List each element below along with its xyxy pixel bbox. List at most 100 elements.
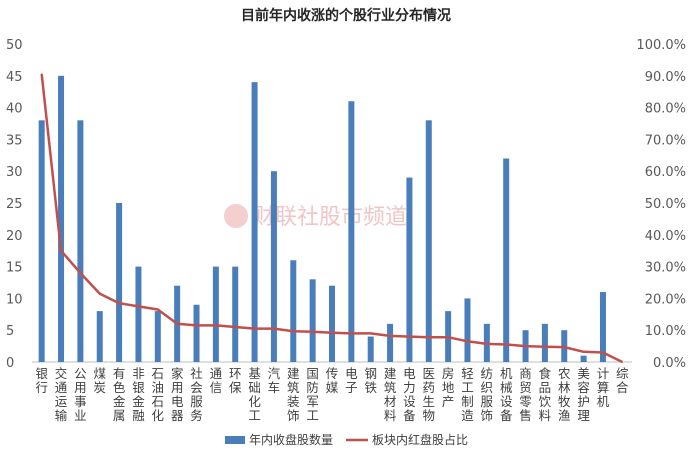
line-point-24 (486, 343, 488, 345)
category-label: 基础化工 (248, 366, 261, 423)
bar-20 (406, 177, 413, 362)
category-label: 煤炭 (93, 366, 106, 395)
legend-label-bar: 年内收盘股数量 (249, 432, 333, 447)
line-point-21 (427, 336, 430, 338)
category-label: 钢铁 (364, 366, 377, 395)
bar-10 (212, 266, 219, 362)
bar-6 (135, 266, 142, 362)
line-point-6 (137, 305, 140, 308)
category-label: 美容护理 (577, 366, 590, 423)
category-label: 家用电器 (171, 366, 184, 423)
line-point-3 (79, 272, 82, 274)
bar-29 (580, 355, 587, 362)
category-label: 汽车 (268, 366, 281, 395)
right-axis-tick-label: 0.0% (653, 356, 686, 371)
bar-14 (290, 260, 297, 362)
category-label: 电力设备 (403, 366, 416, 423)
category-label: 环保 (229, 366, 242, 395)
bar-16 (329, 285, 335, 362)
left-axis-tick-label: 50 (6, 38, 23, 53)
line-point-28 (563, 346, 566, 348)
line-point-7 (157, 308, 159, 311)
left-axis-tick-label: 35 (6, 133, 23, 148)
watermark: 财联社股市频道 (224, 204, 407, 230)
category-label: 传媒 (326, 366, 339, 395)
category-label: 纺织服饰 (481, 366, 494, 423)
right-axis-tick-label: 30.0% (645, 261, 686, 276)
bar-25 (503, 158, 510, 362)
line-point-23 (466, 340, 469, 343)
line-point-11 (234, 326, 237, 328)
left-axis-tick-label: 20 (6, 229, 23, 244)
bar-19 (387, 323, 394, 362)
left-axis-tick-label: 0 (6, 356, 14, 371)
bar-1 (38, 120, 45, 362)
line-point-30 (602, 351, 604, 354)
category-label: 建筑材料 (384, 366, 397, 423)
bar-5 (116, 203, 123, 362)
line-point-4 (98, 292, 101, 295)
right-axis-tick-label: 50.0% (645, 197, 686, 212)
line-point-14 (292, 330, 295, 332)
line-series (40, 73, 624, 364)
line-point-9 (195, 324, 198, 327)
left-axis-tick-label: 45 (6, 70, 23, 85)
category-label: 银行 (35, 366, 48, 395)
category-label: 公用事业 (74, 366, 87, 423)
category-label: 计算机 (597, 366, 610, 409)
right-axis-tick-label: 10.0% (645, 324, 686, 339)
category-label: 通信 (210, 366, 223, 395)
line-point-13 (273, 327, 275, 330)
line-point-16 (331, 331, 333, 334)
category-label: 有色金属 (113, 366, 126, 423)
category-label: 国防军工 (306, 366, 319, 423)
right-axis-tick-label: 60.0% (645, 165, 686, 180)
category-label: 石油石化 (152, 366, 165, 423)
category-label: 社会服务 (190, 366, 203, 423)
category-labels: 银行交通运输公用事业煤炭有色金属非银金融石油石化家用电器社会服务通信环保基础化工… (35, 366, 629, 423)
bar-7 (154, 311, 161, 362)
line-point-25 (505, 343, 507, 346)
legend-label-line: 板块内红盘股占比 (372, 432, 468, 447)
chart-title: 目前年内收涨的个股行业分布情况 (241, 7, 451, 24)
line-point-15 (311, 330, 314, 333)
line-point-10 (215, 324, 217, 327)
right-axis-tick-label: 80.0% (645, 102, 686, 117)
category-label: 农林牧渔 (558, 366, 571, 423)
left-axis-tick-label: 25 (6, 197, 23, 212)
watermark-logo-icon (224, 204, 248, 228)
bar-2 (58, 75, 65, 363)
line-point-18 (369, 332, 372, 335)
left-axis-tick-label: 5 (6, 324, 14, 339)
right-axis-tick-label: 40.0% (645, 229, 686, 244)
bar-17 (348, 101, 355, 363)
bar-27 (541, 323, 548, 362)
category-label: 食品饮料 (539, 366, 552, 423)
bar-18 (367, 336, 374, 362)
line-point-12 (253, 327, 256, 330)
legend: 年内收盘股数量 板块内红盘股占比 (225, 432, 468, 447)
line-point-1 (40, 73, 43, 76)
left-axis-tick-label: 15 (6, 261, 23, 276)
category-label: 建筑装饰 (287, 366, 300, 423)
right-axis-tick-label: 20.0% (645, 292, 686, 307)
line-point-19 (389, 335, 391, 337)
line-point-20 (408, 335, 411, 338)
line-point-26 (524, 345, 527, 347)
right-y-axis: 0.0% 10.0% 20.0% 30.0% 40.0% 50.0% 60.0% 70.0% 8… (636, 38, 686, 371)
bar-12 (251, 82, 258, 362)
left-axis-tick-label: 40 (6, 102, 23, 117)
bar-30 (599, 292, 606, 362)
right-axis-tick-label: 90.0% (645, 70, 686, 85)
bar-23 (464, 298, 471, 362)
category-label: 机械设备 (500, 366, 513, 423)
line-point-22 (447, 336, 449, 338)
category-label: 房地产 (442, 366, 455, 409)
category-label: 非银金融 (132, 366, 145, 423)
line-point-17 (350, 332, 353, 335)
legend-swatch-bar (225, 436, 245, 444)
line-point-27 (544, 345, 546, 348)
category-label: 商贸零售 (519, 366, 532, 423)
left-y-axis: 0 5 10 15 20 25 30 35 40 45 50 (6, 38, 23, 371)
